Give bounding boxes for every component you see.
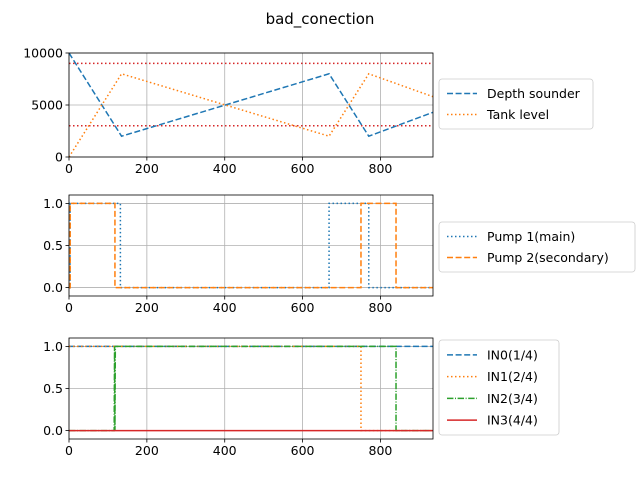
x-tick-label: 800 <box>369 443 393 458</box>
plot-area <box>69 53 433 157</box>
y-tick-label: 1.0 <box>43 196 63 211</box>
y-tick-label: 1.0 <box>43 339 63 354</box>
legend-label: Tank level <box>486 107 549 122</box>
subplot-1: 0 200 400 600 800 0 5000 10000 Depth sounder Tank… <box>23 46 594 176</box>
series-line-2 <box>69 202 433 289</box>
legend-label: Pump 1(main) <box>487 229 575 244</box>
x-tick-label: 0 <box>65 300 73 315</box>
legend-label: IN3(4/4) <box>487 413 538 428</box>
legend-box <box>438 221 636 273</box>
plot-area <box>69 345 433 432</box>
x-tick-label: 800 <box>369 300 393 315</box>
x-tick-label: 600 <box>291 300 315 315</box>
y-tick-label: 0.0 <box>43 423 63 438</box>
x-tick-label: 0 <box>65 161 73 176</box>
x-tick-label: 400 <box>213 300 237 315</box>
x-tick-label: 600 <box>291 161 315 176</box>
y-tick-label: 0.5 <box>43 238 63 253</box>
y-tick-label: 0.5 <box>43 381 63 396</box>
subplot-3: 0 200 400 600 8000.00.51.0IN0(1/4)IN1(2/4)IN… <box>43 337 560 458</box>
series-line-2 <box>69 72 433 157</box>
legend-label: Depth sounder <box>487 86 581 101</box>
x-tick-label: 800 <box>369 161 393 176</box>
plot-area <box>69 202 433 289</box>
legend-label: IN2(3/4) <box>487 391 538 406</box>
legend-label: Pump 2(secondary) <box>487 250 609 265</box>
legend-box <box>438 339 560 436</box>
y-tick-label: 10000 <box>23 46 63 61</box>
y-tick-label: 0 <box>55 150 63 165</box>
subplot-2: 0 200 400 600 800 0.0 0.5 1.0 Pump 1(main) Pump 2… <box>43 194 636 315</box>
legend: Pump 1(main) Pump 2(secondary) <box>438 221 636 273</box>
series-line-1 <box>69 53 433 138</box>
legend-box <box>438 78 594 130</box>
chart-title: bad_conection <box>266 10 375 29</box>
x-tick-label: 400 <box>213 443 237 458</box>
legend-label: IN0(1/4) <box>487 347 538 362</box>
x-tick-label: 0 <box>65 443 73 458</box>
legend-label: IN1(2/4) <box>487 369 538 384</box>
x-tick-label: 400 <box>213 161 237 176</box>
x-tick-label: 200 <box>135 161 159 176</box>
x-tick-label: 200 <box>135 443 159 458</box>
legend: IN0(1/4) IN1(2/4) IN2(3/4) IN3(4/4) <box>438 339 560 436</box>
legend: Depth sounder Tank level <box>438 78 594 130</box>
x-tick-label: 600 <box>291 443 315 458</box>
x-tick-label: 200 <box>135 300 159 315</box>
y-tick-label: 0.0 <box>43 280 63 295</box>
plots: 0 200 400 600 800 0 5000 10000 Depth sounder Tank… <box>23 46 636 458</box>
series-line-3 <box>69 345 433 432</box>
y-tick-label: 5000 <box>31 98 63 113</box>
